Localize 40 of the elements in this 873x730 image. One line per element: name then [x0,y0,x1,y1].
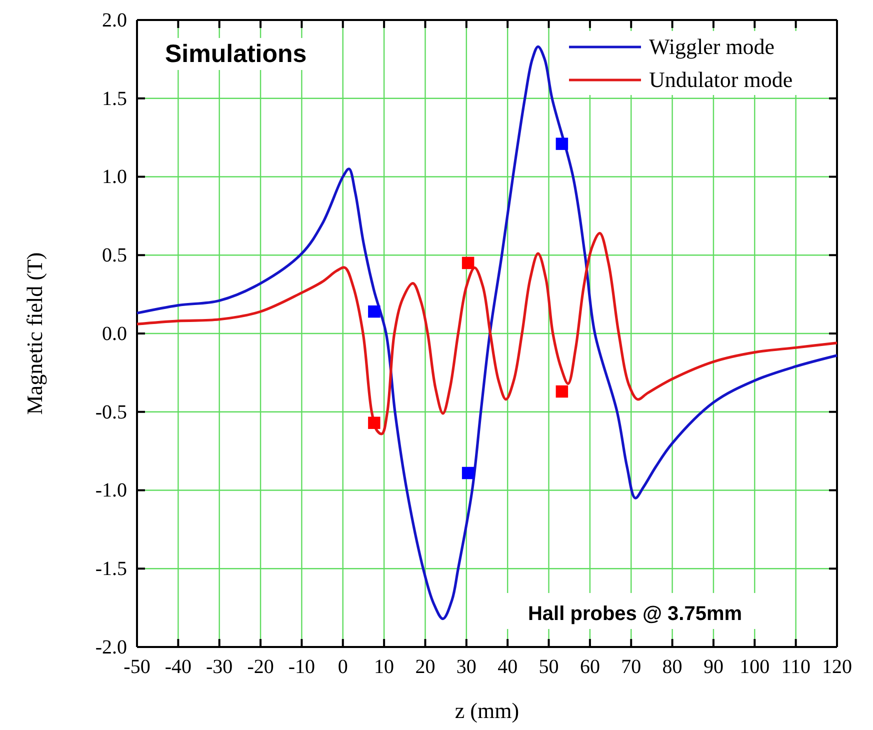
annotation: Hall probes @ 3.75mm [528,603,742,625]
y-tick-label: -2.0 [95,636,127,658]
point [556,138,568,150]
x-tick-label: 70 [621,656,642,678]
x-tick-label: 30 [456,656,476,678]
x-tick-label: 10 [374,656,394,678]
x-tick-label: -20 [247,656,274,678]
x-tick-label: 0 [338,656,348,678]
y-tick-label: 0.0 [102,322,127,345]
x-tick-label: 80 [662,656,682,678]
y-tick-label: -0.5 [95,401,127,424]
x-tick-label: 110 [781,656,810,678]
legend-label: Undulator mode [649,67,793,92]
x-tick-label: -30 [206,656,233,678]
y-tick-label: -1.5 [95,558,127,580]
point [462,256,474,270]
x-tick-label: -50 [124,656,150,678]
x-tick-label: 90 [703,656,724,678]
y-tick-label: 1.0 [102,166,127,188]
point [556,385,568,398]
line-series [136,232,838,436]
point [368,305,380,318]
annotation: Simulations [165,40,307,68]
y-tick-label: 1.5 [102,88,127,110]
x-tick-label: 20 [415,656,436,678]
x-tick-label: 40 [498,656,518,678]
y-axis-title: Magnetic field (T) [22,252,47,415]
point [462,466,474,480]
y-tick-label: 0.5 [102,244,127,267]
point [368,416,380,429]
x-tick-label: 100 [740,656,770,678]
y-tick-label: 2.0 [102,9,127,32]
legend-label: Wiggler mode [649,34,775,59]
x-tick-label: 50 [538,656,559,678]
y-tick-label: -1.0 [95,480,127,502]
x-tick-label: -40 [164,656,192,678]
x-tick-label: 120 [822,656,852,678]
x-tick-label: 60 [580,656,600,678]
x-tick-label: -10 [288,656,316,678]
x-axis-title: z (mm) [454,698,520,723]
